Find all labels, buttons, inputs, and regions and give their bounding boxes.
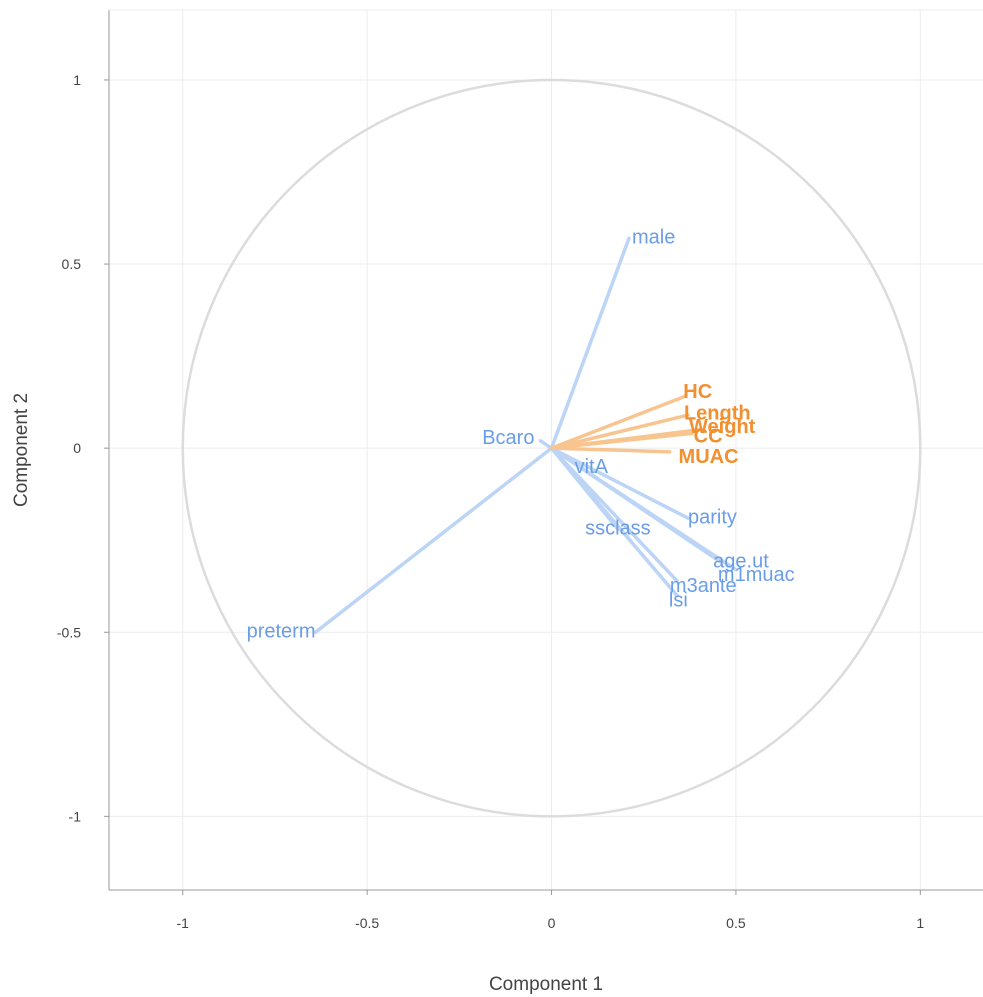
label-m1muac: m1muac — [718, 564, 795, 586]
arrow-m1muac — [549, 446, 738, 572]
label-ssclass: ssclass — [585, 517, 651, 539]
arrow-hc — [549, 394, 687, 450]
x-tick-label: -1 — [177, 915, 190, 931]
arrow-bcaro — [538, 439, 554, 450]
arrow-length — [549, 413, 690, 450]
arrow-muac — [549, 446, 672, 454]
label-vita: vitA — [575, 456, 609, 478]
x-axis-ticks: -1 -0.5 0 0.5 1 — [177, 890, 924, 931]
x-tick-label: 0.5 — [726, 915, 746, 931]
y-axis-ticks: 1 0.5 0 -0.5 -1 — [57, 72, 109, 824]
label-weight: Weight — [689, 416, 756, 438]
arrow-parity — [549, 446, 690, 520]
label-male: male — [632, 227, 675, 249]
variable-arrows — [313, 236, 738, 635]
label-hc: HC — [683, 381, 712, 403]
label-parity: parity — [688, 506, 737, 528]
x-axis-title: Component 1 — [489, 974, 603, 995]
arrow-preterm — [313, 446, 554, 635]
unit-circle-outline — [181, 78, 922, 818]
y-tick-label: -0.5 — [57, 624, 81, 640]
label-bcaro: Bcaro — [482, 427, 534, 449]
grid — [109, 10, 983, 890]
label-preterm: preterm — [247, 621, 316, 643]
label-m3ante: m3ante — [670, 575, 737, 597]
label-lsi: lsi — [669, 590, 688, 612]
unit-circle — [181, 78, 922, 818]
label-cc: CC — [694, 426, 723, 448]
arrow-lsi — [549, 446, 679, 598]
y-tick-label: -1 — [69, 808, 82, 824]
y-tick-label: 0.5 — [62, 256, 82, 272]
x-tick-label: -0.5 — [355, 915, 379, 931]
x-tick-label: 1 — [916, 915, 924, 931]
label-age-ut: age.ut — [713, 551, 769, 573]
arrow-male — [549, 236, 631, 450]
label-length: Length — [684, 402, 751, 424]
variable-labels: male Bcaro vitA parity ssclass age.utm1muacm3… — [247, 227, 795, 643]
x-tick-label: 0 — [548, 915, 556, 931]
y-tick-label: 0 — [73, 440, 81, 456]
plot-frame — [108, 9, 983, 891]
y-tick-label: 1 — [73, 72, 81, 88]
y-axis-title: Component 2 — [11, 393, 32, 507]
arrow-cc — [549, 431, 694, 450]
label-muac: MUAC — [679, 446, 739, 468]
